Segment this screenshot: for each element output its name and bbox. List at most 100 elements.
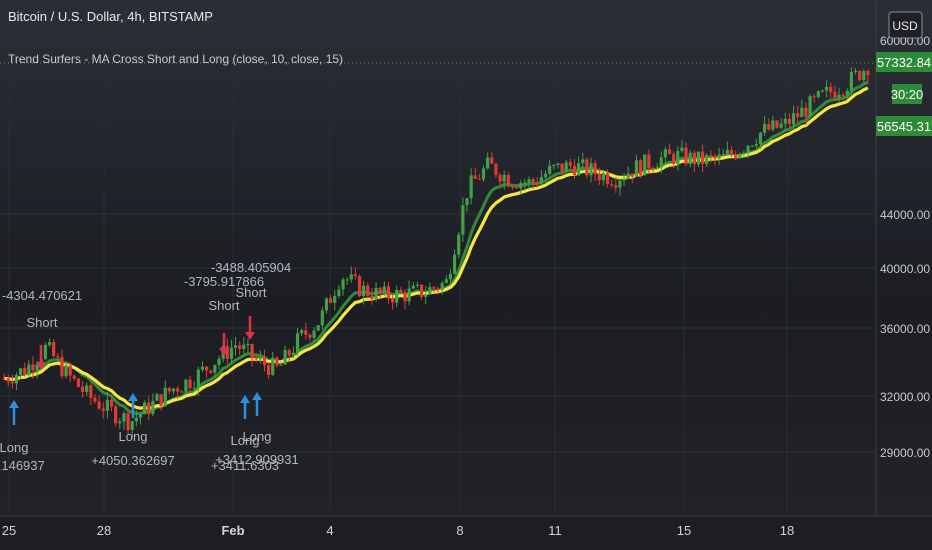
candle-body [531, 179, 535, 183]
candle-body [184, 379, 188, 392]
candle-body [72, 375, 76, 379]
long-arrow-head [240, 395, 250, 403]
candle-body [81, 386, 85, 392]
candle-body [85, 385, 89, 392]
candle-body [465, 198, 469, 206]
candle-body [589, 163, 593, 176]
candle-body [481, 168, 486, 180]
candle-body [196, 369, 200, 388]
candle-body [672, 154, 676, 164]
candle-body [176, 388, 180, 392]
signal-label: Short [208, 298, 239, 313]
trade-signals: Long 09.146937 -4304.470621 Short Long +4050.… [0, 260, 299, 473]
candle-body [250, 343, 254, 359]
ma-slow-line [3, 86, 869, 410]
candle-body [676, 150, 680, 164]
candle-body [134, 417, 138, 422]
candle-body [238, 345, 242, 349]
candle-body [399, 289, 403, 293]
candle-body [35, 364, 39, 371]
currency-button[interactable] [888, 11, 923, 39]
short-arrow-head [245, 332, 255, 340]
candle-body [163, 387, 167, 407]
candle-body [626, 173, 630, 179]
candle-body [171, 388, 176, 392]
candle-body [109, 399, 114, 407]
candle-body [403, 292, 407, 302]
time-axis[interactable] [0, 517, 932, 550]
candle-body [539, 177, 543, 184]
signal-label: Long [0, 440, 28, 455]
short-arrow-head [36, 362, 46, 370]
candle-body [506, 174, 510, 187]
candle-body [138, 414, 143, 418]
x-tick-label: 15 [677, 523, 691, 538]
countdown-tag [892, 84, 922, 104]
candle-body [159, 394, 163, 407]
candle-body [639, 160, 643, 176]
candle-body [308, 334, 312, 338]
candle-body [345, 279, 349, 281]
symbol-title[interactable]: Bitcoin / U.S. Dollar, 4h, BITSTAMP [8, 9, 213, 24]
candle-body [709, 155, 713, 157]
candle-body [47, 342, 52, 345]
candle-body [663, 149, 667, 158]
candle-body [52, 342, 56, 357]
study-title[interactable]: Trend Surfers - MA Cross Short and Long … [8, 52, 343, 66]
candle-body [767, 124, 771, 130]
candle-body [849, 71, 853, 91]
x-tick-label: 8 [456, 523, 463, 538]
candle-body [262, 357, 267, 366]
candle-body [519, 182, 523, 189]
candle-body [680, 147, 684, 151]
candle-body [829, 86, 833, 93]
candle-body [527, 179, 531, 183]
candle-body [494, 163, 498, 176]
candle-body [283, 349, 287, 365]
candle-body [329, 298, 333, 303]
candle-body [486, 157, 490, 169]
candle-body [585, 159, 589, 176]
candle-body [469, 175, 473, 199]
candle-body [622, 178, 626, 181]
x-tick-label: 28 [97, 523, 111, 538]
candle-body [205, 366, 209, 371]
y-tick-label: 29000.00 [880, 446, 930, 460]
x-tick-label: 4 [326, 523, 333, 538]
candle-body [783, 118, 787, 124]
candle-body [816, 91, 820, 97]
candle-body [791, 113, 796, 125]
candle-body [6, 378, 10, 382]
candle-body [101, 408, 105, 411]
candle-body [440, 282, 444, 290]
currency-label: USD [892, 19, 918, 33]
candle-body [254, 358, 258, 360]
candle-body [453, 254, 457, 274]
candle-body [692, 152, 696, 165]
candle-body [510, 186, 515, 188]
candle-body [242, 344, 246, 349]
signal-label: +3412.909931 [215, 452, 299, 467]
candle-body [713, 155, 717, 159]
long-arrow-head [252, 392, 262, 400]
price-tag-last-text: 57332.84 [877, 55, 931, 70]
candle-body [684, 147, 688, 165]
price-tag-ma [876, 116, 932, 136]
candle-body [333, 296, 337, 303]
candle-body [734, 153, 738, 159]
candle-body [634, 160, 639, 177]
candle-body [143, 402, 147, 415]
candle-body [560, 163, 564, 172]
signal-label: 09.146937 [0, 458, 45, 473]
price-tag-ma-text: 56545.31 [877, 119, 931, 134]
candle-body [341, 279, 345, 290]
candle-body [287, 349, 291, 356]
candle-body [808, 96, 812, 117]
candle-body [725, 149, 729, 155]
candles [2, 67, 870, 439]
candle-body [60, 356, 64, 377]
candle-body [217, 358, 221, 365]
candle-body [444, 279, 448, 283]
signal-label: +3411.6303 [211, 458, 279, 473]
